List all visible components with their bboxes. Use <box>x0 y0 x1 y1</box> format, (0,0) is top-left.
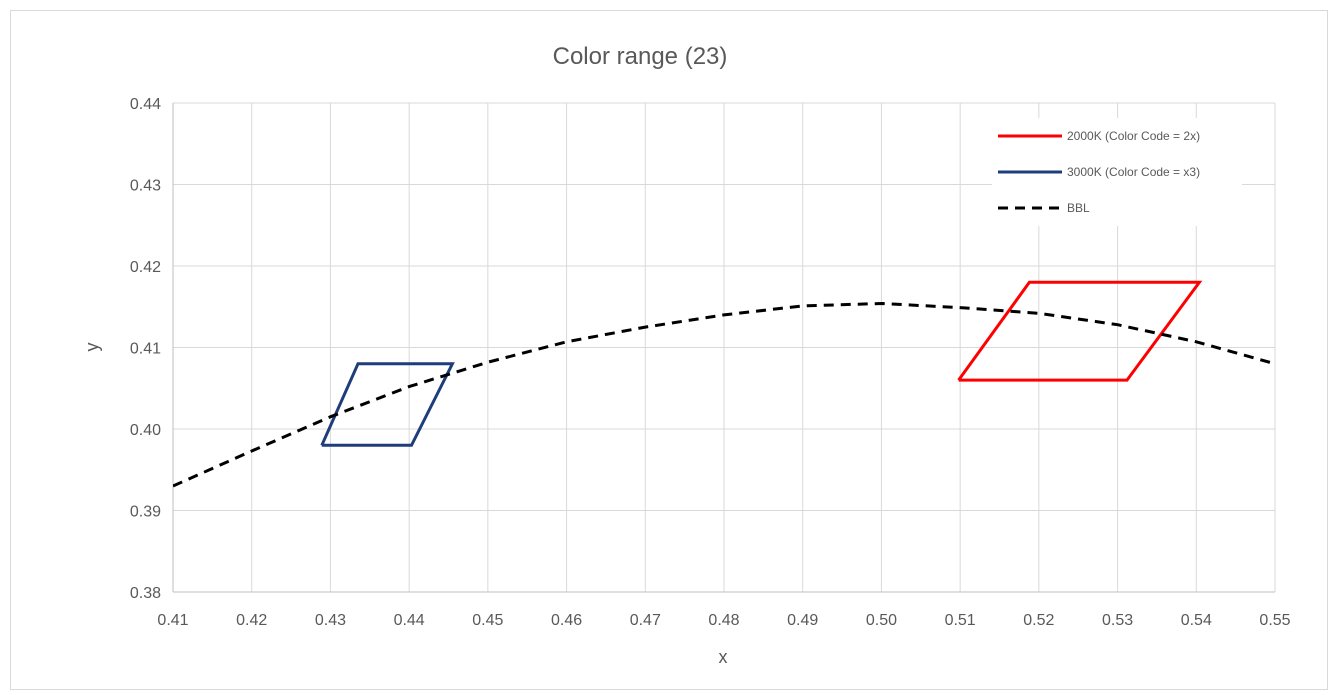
y-tick-label: 0.42 <box>130 259 161 276</box>
x-tick-label: 0.55 <box>1259 612 1290 629</box>
y-axis-label: y <box>82 343 102 352</box>
plot-series <box>173 280 1275 488</box>
y-tick-labels: 0.38 0.39 0.40 0.41 0.42 0.43 0.44 <box>130 96 161 602</box>
x-tick-label: 0.53 <box>1102 612 1133 629</box>
x-tick-label: 0.46 <box>551 612 582 629</box>
y-tick-label: 0.39 <box>130 504 161 521</box>
x-tick-label: 0.42 <box>236 612 267 629</box>
x-tick-label: 0.43 <box>315 612 346 629</box>
x-tick-label: 0.52 <box>1023 612 1054 629</box>
x-tick-label: 0.54 <box>1181 612 1212 629</box>
x-tick-label: 0.49 <box>787 612 818 629</box>
legend-label-1: 3000K (Color Code = x3) <box>1067 165 1200 179</box>
y-tick-label: 0.38 <box>130 585 161 602</box>
y-tick-label: 0.40 <box>130 422 161 439</box>
series-line-1 <box>320 362 455 447</box>
legend: 2000K (Color Code = 2x) 3000K (Color Code… <box>992 118 1242 226</box>
legend-label-2: BBL <box>1067 201 1090 215</box>
axes <box>172 103 1275 593</box>
x-tick-label: 0.51 <box>945 612 976 629</box>
series-line-0 <box>957 280 1203 382</box>
x-tick-label: 0.44 <box>394 612 425 629</box>
y-tick-label: 0.41 <box>130 341 161 358</box>
x-axis-label: x <box>719 647 728 667</box>
y-tick-label: 0.44 <box>130 96 161 113</box>
x-tick-label: 0.45 <box>472 612 503 629</box>
series-line-2 <box>173 301 1275 488</box>
x-tick-label: 0.41 <box>157 612 188 629</box>
x-tick-label: 0.47 <box>630 612 661 629</box>
y-tick-label: 0.43 <box>130 178 161 195</box>
legend-label-0: 2000K (Color Code = 2x) <box>1067 129 1200 143</box>
x-tick-label: 0.48 <box>708 612 739 629</box>
x-tick-labels: 0.41 0.42 0.43 0.44 0.45 0.46 0.47 0.48 0.49 0.50… <box>157 612 1290 629</box>
x-tick-label: 0.50 <box>866 612 897 629</box>
chart-title: Color range (23) <box>553 43 728 70</box>
